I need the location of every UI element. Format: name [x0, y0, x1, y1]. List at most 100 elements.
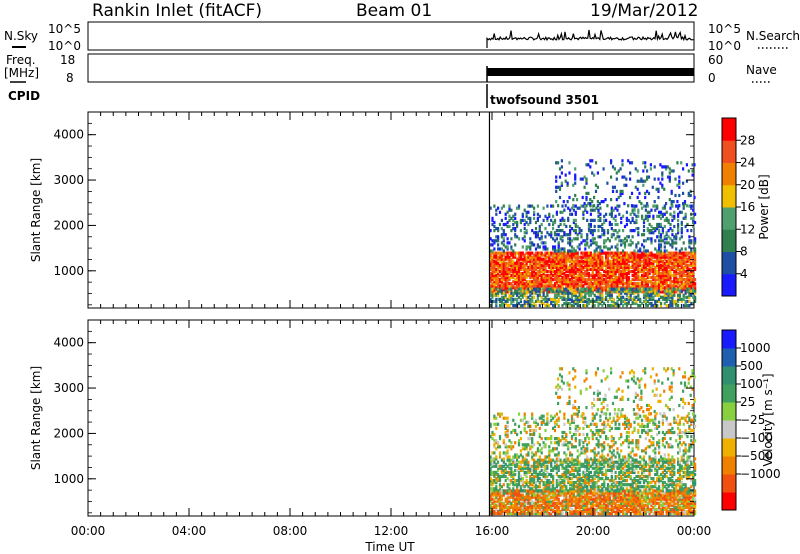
- power-echo-cell: [650, 229, 653, 233]
- power-echo-cell: [546, 303, 549, 308]
- power-echo-cell: [578, 280, 581, 284]
- velocity-echo-cell: [548, 507, 551, 511]
- velocity-echo-cell: [675, 507, 678, 511]
- power-echo-cell: [682, 181, 685, 185]
- power-echo-cell: [682, 284, 685, 288]
- power-echo-cell: [675, 241, 678, 245]
- velocity-echo-cell: [570, 493, 574, 497]
- power-echo-cell: [690, 249, 693, 253]
- power-echo-cell: [675, 267, 678, 271]
- velocity-echo-cell: [495, 499, 498, 503]
- power-echo-cell: [570, 263, 574, 267]
- velocity-echo-cell: [542, 462, 545, 466]
- velocity-echo-cell: [631, 489, 634, 493]
- velocity-echo-cell: [519, 487, 522, 491]
- power-echo-cell: [500, 251, 503, 255]
- power-echo-cell: [527, 303, 530, 308]
- velocity-echo-cell: [500, 503, 503, 507]
- power-echo-cell: [644, 295, 647, 299]
- power-echo-cell: [534, 235, 538, 239]
- velocity-echo-cell: [635, 495, 638, 499]
- power-echo-cell: [586, 273, 589, 278]
- power-echo-cell: [683, 200, 687, 204]
- power-echo-cell: [491, 276, 494, 280]
- power-echo-cell: [533, 295, 536, 299]
- power-echo-cell: [631, 301, 634, 306]
- power-echo-cell: [622, 276, 625, 280]
- velocity-echo-cell: [497, 497, 500, 501]
- power-echo-cell: [680, 299, 683, 303]
- power-echo-cell: [569, 224, 572, 229]
- power-echo-cell: [536, 204, 539, 208]
- power-echo-cell: [659, 303, 663, 308]
- power-echo-cell: [644, 179, 647, 183]
- power-echo-cell: [506, 261, 509, 265]
- velocity-echo-cell: [553, 509, 557, 514]
- power-echo-cell: [512, 251, 515, 255]
- power-echo-cell: [560, 181, 563, 185]
- power-echo-cell: [512, 291, 515, 295]
- power-echo-cell: [629, 253, 632, 257]
- power-echo-cell: [686, 295, 689, 299]
- nsky-label: N.Sky: [4, 29, 38, 43]
- velocity-echo-cell: [620, 505, 623, 509]
- power-echo-cell: [666, 165, 670, 169]
- power-echo-cell: [667, 269, 670, 274]
- power-echo-cell: [553, 239, 557, 243]
- power-echo-cell: [512, 284, 515, 288]
- velocity-echo-cell: [508, 495, 511, 499]
- velocity-echo-cell: [595, 493, 598, 497]
- power-echo-cell: [578, 303, 581, 308]
- velocity-echo-cell: [608, 497, 611, 501]
- power-echo-cell: [646, 229, 649, 233]
- velocity-echo-cell: [521, 497, 524, 501]
- power-echo-cell: [523, 259, 526, 263]
- power-echo-cell: [591, 278, 594, 282]
- power-echo-cell: [591, 159, 594, 163]
- power-echo-cell: [629, 265, 632, 269]
- power-echo-cell: [658, 289, 661, 293]
- power-echo-cell: [692, 204, 695, 208]
- power-echo-cell: [637, 282, 640, 286]
- power-echo-cell: [618, 276, 621, 280]
- velocity-echo-cell: [561, 509, 564, 514]
- power-echo-cell: [623, 255, 627, 259]
- power-echo-cell: [546, 284, 549, 288]
- power-echo-cell: [555, 261, 558, 265]
- power-echo-cell: [642, 239, 646, 243]
- power-echo-cell: [601, 290, 604, 294]
- power-echo-cell: [654, 204, 657, 208]
- power-echo-cell: [569, 297, 572, 301]
- power-echo-cell: [639, 299, 642, 303]
- velocity-echo-cell: [578, 501, 581, 505]
- power-echo-cell: [625, 251, 628, 255]
- power-echo-cell: [680, 278, 683, 282]
- power-echo-cell: [656, 251, 659, 255]
- power-echo-cell: [606, 259, 610, 263]
- power-echo-cell: [631, 261, 634, 265]
- power-echo-cell: [659, 255, 663, 259]
- power-echo-cell: [597, 210, 600, 214]
- power-echo-cell: [656, 235, 659, 239]
- power-echo-cell: [631, 253, 634, 257]
- velocity-echo-cell: [663, 503, 666, 507]
- power-echo-cell: [605, 284, 608, 288]
- velocity-echo-cell: [661, 507, 664, 511]
- power-echo-cell: [686, 287, 689, 291]
- power-echo-cell: [612, 265, 615, 269]
- power-echo-cell: [675, 282, 678, 286]
- power-echo-cell: [578, 231, 581, 235]
- power-echo-cell: [669, 253, 672, 257]
- power-echo-cell: [584, 263, 587, 267]
- velocity-echo-cell: [542, 460, 545, 464]
- power-echo-cell: [514, 229, 517, 233]
- power-echo-cell: [553, 251, 557, 255]
- power-echo-cell: [623, 287, 627, 291]
- power-echo-cell: [678, 249, 681, 253]
- power-echo-cell: [521, 282, 524, 286]
- power-echo-cell: [559, 269, 562, 274]
- power-echo-cell: [623, 224, 627, 229]
- power-echo-cell: [652, 273, 655, 278]
- power-echo-cell: [589, 273, 592, 278]
- nsky-frame: [87, 21, 695, 51]
